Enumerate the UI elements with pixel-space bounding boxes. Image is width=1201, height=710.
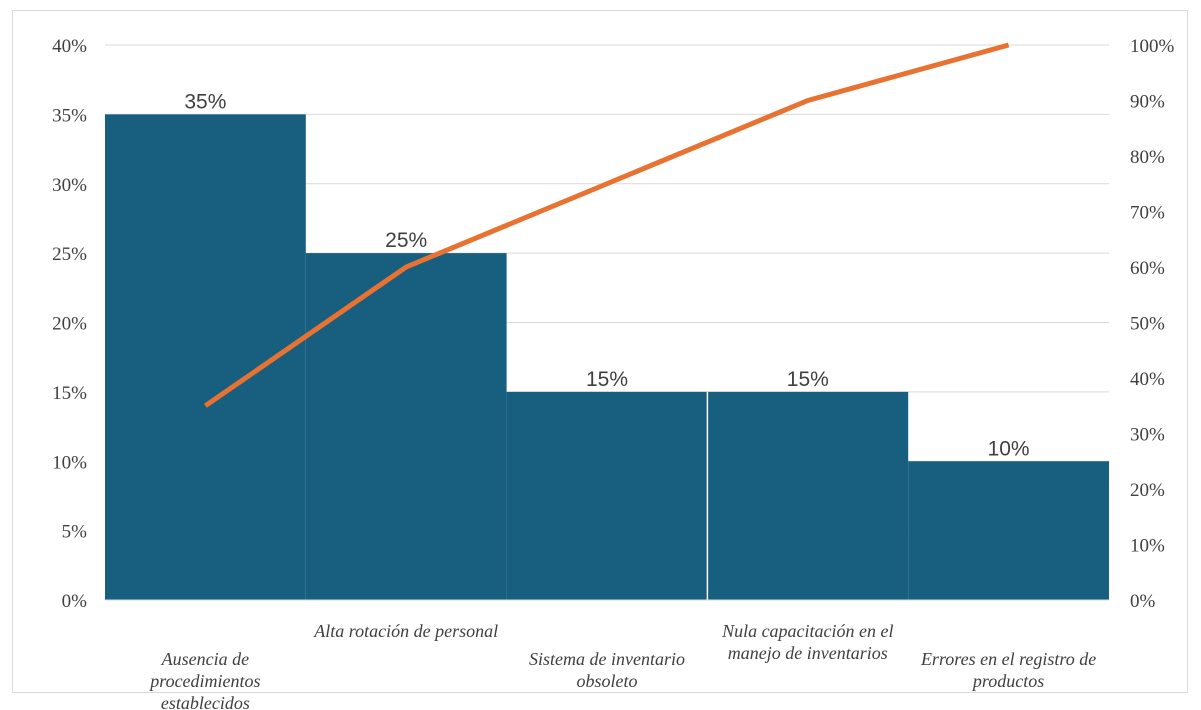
y-tick-label: 0% bbox=[62, 591, 88, 612]
bar-data-label: 15% bbox=[586, 368, 628, 391]
bar-data-labels: 35% 25% 15% 15% 10% bbox=[184, 90, 1029, 460]
y-tick-label: 40% bbox=[52, 36, 87, 57]
category-label: Nula capacitación en el manejo de inventa… bbox=[721, 621, 893, 663]
left-axis-tick-labels: 0% 5% 10% 15% 20% 25% 30% 35% 40% bbox=[52, 36, 87, 612]
y-tick-label: 25% bbox=[52, 244, 87, 265]
right-axis-tick-labels: 0% 10% 20% 30% 40% 50% 60% 70% 80% 90% 100% bbox=[1130, 36, 1175, 612]
y-tick-label: 15% bbox=[52, 383, 87, 404]
y-tick-label: 5% bbox=[62, 522, 88, 543]
bar-data-label: 25% bbox=[385, 229, 427, 252]
bar bbox=[908, 461, 1109, 600]
category-labels: Ausencia de procedimientos establecidos Alt… bbox=[148, 621, 1096, 710]
y2-tick-label: 70% bbox=[1130, 203, 1165, 224]
bar bbox=[305, 253, 507, 600]
y-tick-label: 20% bbox=[52, 314, 87, 335]
category-label: Ausencia de procedimientos establecidos bbox=[148, 649, 260, 710]
bar bbox=[707, 391, 909, 600]
bar-data-label: 10% bbox=[988, 437, 1030, 460]
y2-tick-label: 40% bbox=[1130, 369, 1165, 390]
bar-data-label: 15% bbox=[787, 368, 829, 391]
y2-tick-label: 80% bbox=[1130, 147, 1165, 168]
y2-tick-label: 30% bbox=[1130, 425, 1165, 446]
bar bbox=[506, 391, 708, 600]
y2-tick-label: 0% bbox=[1130, 591, 1156, 612]
y2-tick-label: 50% bbox=[1130, 314, 1165, 335]
y2-tick-label: 100% bbox=[1130, 36, 1175, 57]
y-tick-label: 35% bbox=[52, 105, 87, 126]
cumulative-line bbox=[203, 42, 1010, 408]
category-label: Errores en el registro de productos bbox=[920, 649, 1096, 691]
y2-tick-label: 90% bbox=[1130, 92, 1165, 113]
y2-tick-label: 10% bbox=[1130, 536, 1165, 557]
category-label: Alta rotación de personal bbox=[313, 621, 498, 641]
bar-data-label: 35% bbox=[184, 90, 226, 113]
category-label: Sistema de inventario obsoleto bbox=[529, 649, 685, 691]
y-tick-label: 30% bbox=[52, 175, 87, 196]
y2-tick-label: 60% bbox=[1130, 258, 1165, 279]
y-tick-label: 10% bbox=[52, 452, 87, 473]
y2-tick-label: 20% bbox=[1130, 480, 1165, 501]
bars bbox=[105, 114, 1109, 600]
